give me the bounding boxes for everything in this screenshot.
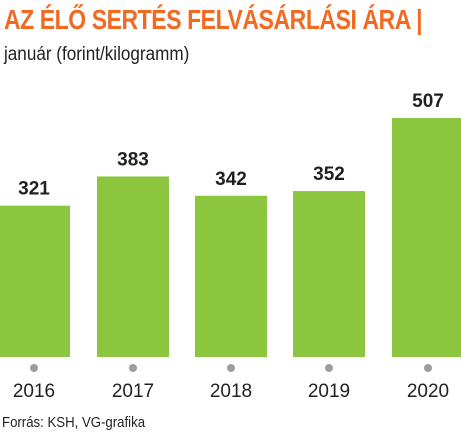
bar-2016 bbox=[0, 205, 70, 357]
chart-title: AZ ÉLŐ SERTÉS FELVÁSÁRLÁSI ÁRA | bbox=[4, 4, 423, 35]
value-label-2019: 352 bbox=[313, 164, 345, 185]
value-label-2018: 342 bbox=[215, 169, 247, 190]
x-tick-label-2020: 2020 bbox=[407, 381, 449, 402]
tick-dot-2019 bbox=[325, 364, 333, 372]
tick-dot-2017 bbox=[129, 364, 137, 372]
value-label-2016: 321 bbox=[18, 179, 50, 200]
tick-dot-2020 bbox=[424, 364, 432, 372]
x-tick-label-2017: 2017 bbox=[112, 381, 154, 402]
tick-dot-2018 bbox=[227, 364, 235, 372]
chart-subtitle: január (forint/kilogramm) bbox=[4, 44, 190, 65]
x-tick-label-2018: 2018 bbox=[210, 381, 252, 402]
bar-2019 bbox=[293, 191, 365, 357]
value-label-2020: 507 bbox=[412, 91, 444, 112]
x-tick-label-2016: 2016 bbox=[13, 381, 55, 402]
source-note: Forrás: KSH, VG-grafika bbox=[2, 414, 146, 431]
bar-2020 bbox=[392, 118, 461, 357]
x-tick-label-2019: 2019 bbox=[308, 381, 350, 402]
bar-2017 bbox=[97, 176, 169, 357]
bar-2018 bbox=[195, 195, 267, 357]
tick-dot-2016 bbox=[30, 364, 38, 372]
value-label-2017: 383 bbox=[117, 149, 149, 170]
